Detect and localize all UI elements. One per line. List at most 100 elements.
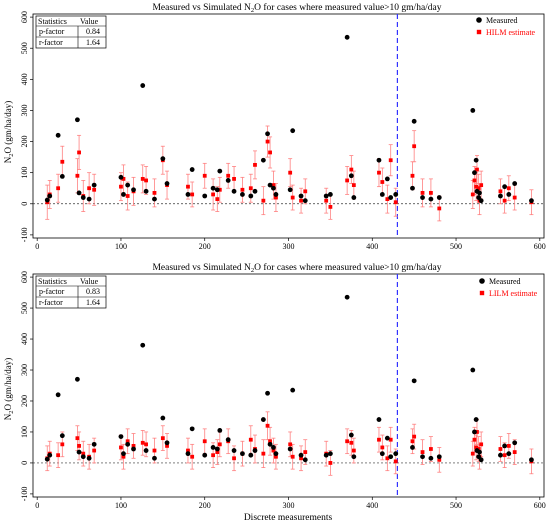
- y-tick-label: 600: [20, 11, 29, 23]
- measured-point: [273, 192, 279, 197]
- estimate-point: [232, 456, 236, 461]
- estimate-point: [345, 178, 350, 183]
- stats-header-statistics: Statistics: [38, 277, 67, 286]
- estimate-point: [475, 167, 479, 172]
- measured-point: [217, 428, 223, 433]
- legend: Measured HILM estimate: [476, 16, 536, 37]
- y-tick-label: 600: [20, 271, 29, 283]
- y-tick-label: 400: [20, 73, 29, 85]
- measured-point: [125, 182, 131, 188]
- measured-point: [47, 193, 53, 199]
- estimate-point: [472, 178, 477, 183]
- estimate-point: [324, 198, 329, 203]
- y-tick-label: 200: [20, 395, 29, 407]
- measured-point: [210, 445, 216, 450]
- x-tick-label: 500: [450, 242, 462, 251]
- estimate-point: [215, 450, 220, 454]
- measured-point: [44, 456, 50, 462]
- measured-point: [506, 451, 512, 457]
- estimate-point: [211, 192, 216, 197]
- measured-point: [118, 434, 124, 440]
- estimate-point: [261, 451, 266, 456]
- estimate-point: [388, 437, 393, 442]
- x-tick-label: 200: [199, 501, 211, 510]
- legend-label-estimate: LILM estimate: [489, 289, 538, 298]
- stats-table: Statistics Value p-factor 0.83 r-factor …: [35, 275, 107, 309]
- measured-point: [472, 429, 477, 435]
- measured-point: [478, 457, 484, 463]
- stats-value-r-factor: 1.64: [86, 38, 100, 47]
- measured-point: [231, 448, 237, 453]
- estimate-point: [410, 173, 415, 178]
- measured-point: [240, 451, 245, 457]
- estimate-point: [248, 186, 253, 191]
- estimate-point: [202, 173, 207, 178]
- estimate-point: [288, 170, 293, 175]
- estimate-point: [87, 186, 92, 191]
- estimate-point: [474, 445, 479, 450]
- estimate-point: [412, 434, 417, 439]
- measured-point: [302, 457, 308, 463]
- estimate-point: [351, 448, 356, 453]
- estimate-point: [420, 190, 425, 195]
- measured-point: [267, 441, 273, 447]
- estimate-point: [119, 184, 123, 189]
- stats-label-r-factor: r-factor: [39, 38, 63, 47]
- estimate-point: [226, 173, 231, 178]
- measured-point: [267, 182, 273, 188]
- measured-point: [498, 452, 503, 458]
- stats-value-p-factor: 0.84: [86, 27, 100, 36]
- measured-point: [271, 185, 276, 191]
- y-tick-label: 500: [20, 302, 29, 314]
- x-tick-label: 600: [534, 501, 546, 510]
- measured-point: [344, 34, 350, 40]
- measured-point: [506, 192, 512, 197]
- measured-point: [502, 184, 508, 190]
- measured-point: [290, 387, 296, 393]
- measured-point: [379, 192, 385, 197]
- estimate-point: [512, 450, 517, 454]
- measured-point: [59, 433, 65, 439]
- estimate-point: [131, 443, 136, 448]
- measured-point: [80, 195, 86, 200]
- x-tick-label: 300: [283, 501, 295, 510]
- measured-point: [473, 157, 479, 163]
- measured-point: [260, 417, 266, 422]
- legend-marker-estimate: [479, 290, 485, 296]
- measured-point: [240, 192, 245, 197]
- measured-point: [351, 195, 357, 200]
- estimate-point: [377, 437, 381, 442]
- y-tick-label: 400: [20, 333, 29, 345]
- measured-point: [420, 195, 425, 200]
- measured-point: [121, 192, 126, 197]
- estimate-point: [290, 454, 295, 459]
- estimate-point: [75, 436, 80, 441]
- estimate-point: [328, 204, 333, 209]
- measured-point: [44, 197, 50, 203]
- measured-point: [214, 446, 220, 452]
- measured-point: [420, 454, 425, 460]
- x-tick-label: 100: [115, 501, 127, 510]
- measured-point: [290, 128, 296, 134]
- estimate-point: [388, 158, 393, 163]
- y-tick-label: 0: [20, 461, 29, 465]
- x-tick-label: 100: [115, 242, 127, 251]
- measured-point: [388, 195, 394, 200]
- measured-point: [411, 118, 417, 124]
- measured-point: [376, 157, 382, 163]
- estimate-point: [345, 439, 350, 444]
- measured-point: [121, 451, 126, 457]
- estimate-point: [349, 440, 354, 445]
- estimate-point: [125, 439, 130, 444]
- measured-point: [393, 451, 399, 457]
- estimate-point: [140, 440, 145, 445]
- estimate-point: [412, 144, 417, 149]
- x-tick-label: 0: [35, 242, 39, 251]
- estimate-point: [77, 443, 81, 448]
- estimate-point: [380, 180, 385, 184]
- stats-value-r-factor: 1.64: [86, 298, 100, 307]
- legend-marker-measured: [479, 278, 485, 284]
- estimate-point: [328, 461, 333, 465]
- measured-point: [76, 449, 82, 455]
